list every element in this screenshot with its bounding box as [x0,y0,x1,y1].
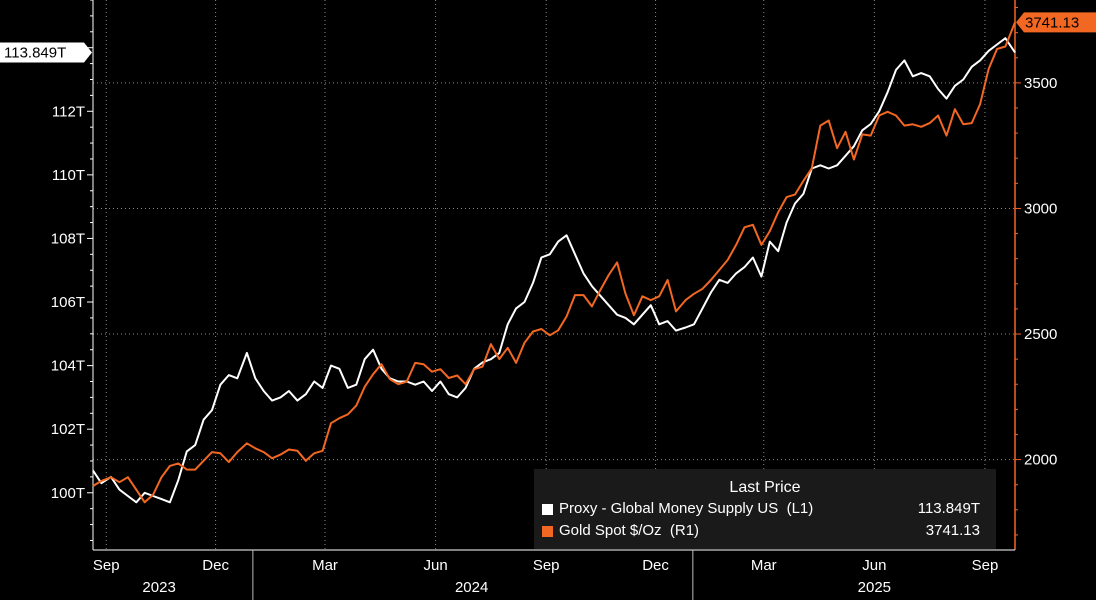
tick-labels: 100T 102T 104T 106T 108T 110T 112T 2000 2500 3000… [0,12,1096,596]
last-value-flag-right [1016,12,1096,33]
x-year-label: 2023 [142,579,175,596]
y-left-tick-label: 104T [51,358,85,375]
legend-label-gold: Gold Spot $/Oz (R1) [559,522,700,539]
series-lines [92,21,1016,504]
y-right-tick-label: 2000 [1024,452,1057,469]
legend-value-money-supply: 113.849T [917,500,980,517]
legend-swatch-money-supply [542,504,553,515]
legend-title: Last Price [729,479,801,496]
y-left-tick-label: 112T [52,103,85,120]
x-tick-label: Dec [642,557,669,574]
y-right-tick-label: 3500 [1024,75,1057,92]
legend-swatch-gold [542,526,553,537]
legend-item-money-supply: Proxy - Global Money Supply US (L1) 113.… [542,500,980,520]
y-right-tick-label: 3000 [1024,200,1057,217]
y-left-tick-label: 110T [52,167,85,184]
x-tick-label: Sep [533,557,560,574]
series-line-money-supply [92,37,1016,504]
x-tick-label: Mar [312,557,338,574]
x-tick-label: Jun [862,557,886,574]
x-tick-label: Jun [424,557,448,574]
axes [87,0,1021,600]
y-left-tick-label: 108T [51,230,85,247]
series-line-gold [92,21,1016,504]
x-tick-label: Sep [972,557,999,574]
last-value-label-right: 3741.13 [1025,14,1079,31]
x-tick-label: Sep [93,557,120,574]
last-value-label-left: 113.849T [4,44,66,61]
legend: Last Price Proxy - Global Money Supply U… [534,469,996,549]
x-tick-label: Dec [202,557,229,574]
grid [93,0,1015,550]
legend-label-money-supply: Proxy - Global Money Supply US (L1) [559,500,814,517]
last-value-flag-left [0,42,92,63]
legend-item-gold: Gold Spot $/Oz (R1) 3741.13 [542,522,980,542]
x-tick-label: Mar [751,557,777,574]
y-left-tick-label: 102T [51,421,85,438]
legend-value-gold: 3741.13 [925,522,980,539]
y-left-tick-label: 100T [51,485,85,502]
x-year-label: 2025 [858,579,891,596]
x-year-label: 2024 [455,579,488,596]
y-right-tick-label: 2500 [1024,326,1057,343]
y-left-tick-label: 106T [51,294,85,311]
